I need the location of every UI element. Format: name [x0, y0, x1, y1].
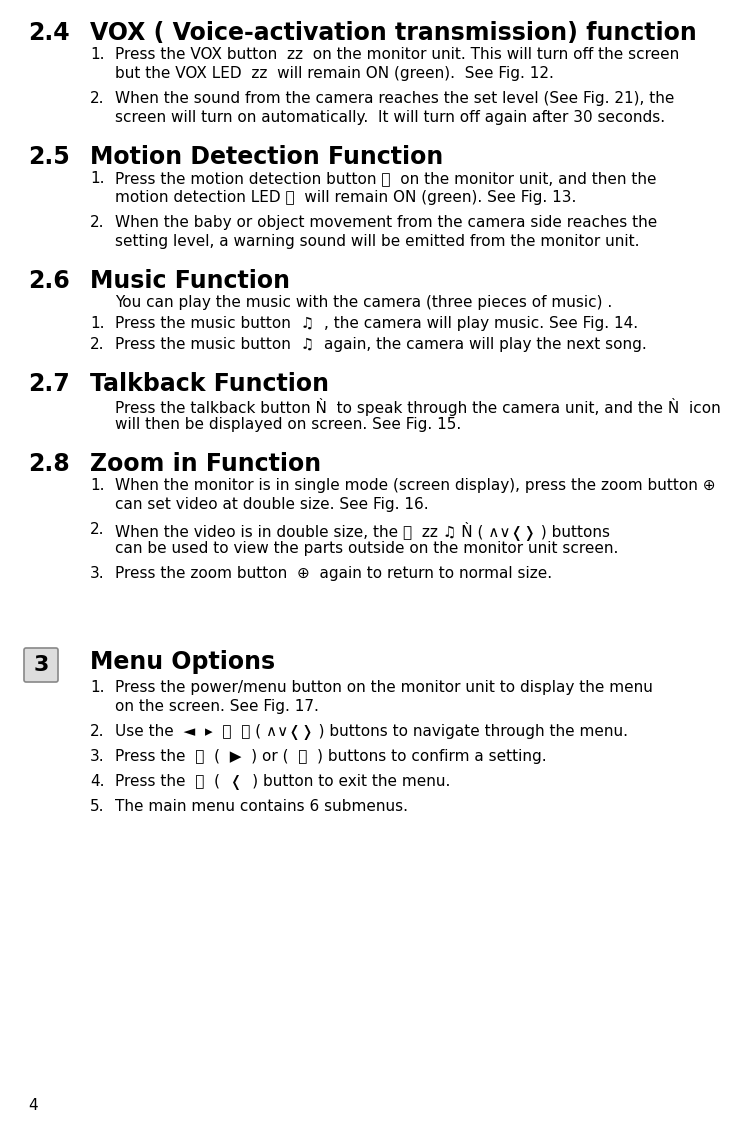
Text: can be used to view the parts outside on the monitor unit screen.: can be used to view the parts outside on… [115, 540, 618, 556]
Text: You can play the music with the camera (three pieces of music) .: You can play the music with the camera (… [115, 295, 612, 310]
Text: 3.: 3. [90, 749, 104, 764]
Text: 4: 4 [28, 1098, 38, 1113]
Text: 2.: 2. [90, 724, 104, 739]
Text: Press the  Ⓞ  (  ▶  ) or (  ⎙  ) buttons to confirm a setting.: Press the Ⓞ ( ▶ ) or ( ⎙ ) buttons to co… [115, 749, 547, 764]
Text: setting level, a warning sound will be emitted from the monitor unit.: setting level, a warning sound will be e… [115, 235, 639, 249]
Text: 2.4: 2.4 [28, 22, 69, 45]
Text: 2.: 2. [90, 91, 104, 107]
Text: 5.: 5. [90, 799, 104, 813]
Text: motion detection LED Ⓞ  will remain ON (green). See Fig. 13.: motion detection LED Ⓞ will remain ON (g… [115, 190, 577, 205]
Text: 3: 3 [34, 655, 48, 675]
Text: 2.6: 2.6 [28, 269, 70, 293]
Text: 2.5: 2.5 [28, 145, 70, 169]
Text: When the sound from the camera reaches the set level (See Fig. 21), the: When the sound from the camera reaches t… [115, 91, 674, 107]
Text: 4.: 4. [90, 774, 104, 789]
Text: When the monitor is in single mode (screen display), press the zoom button ⊕: When the monitor is in single mode (scre… [115, 478, 715, 493]
Text: 3.: 3. [90, 566, 104, 581]
Text: When the video is in double size, the Ⓞ  zz ♫ Ǹ ( ∧∨❬❭ ) buttons: When the video is in double size, the Ⓞ … [115, 522, 610, 540]
Text: 1.: 1. [90, 46, 104, 62]
Text: Talkback Function: Talkback Function [90, 372, 329, 397]
Text: but the VOX LED  zz  will remain ON (green).  See Fig. 12.: but the VOX LED zz will remain ON (green… [115, 66, 554, 80]
Text: VOX ( Voice-activation transmission) function: VOX ( Voice-activation transmission) fun… [90, 22, 697, 45]
FancyBboxPatch shape [24, 648, 58, 682]
Text: The main menu contains 6 submenus.: The main menu contains 6 submenus. [115, 799, 408, 813]
Text: 1.: 1. [90, 316, 104, 331]
Text: Press the music button  ♫  , the camera will play music. See Fig. 14.: Press the music button ♫ , the camera wi… [115, 316, 638, 331]
Text: 2.7: 2.7 [28, 372, 70, 397]
Text: 2.8: 2.8 [28, 452, 70, 476]
Text: Press the talkback button Ǹ  to speak through the camera unit, and the Ǹ  icon: Press the talkback button Ǹ to speak thr… [115, 398, 720, 416]
Text: on the screen. See Fig. 17.: on the screen. See Fig. 17. [115, 699, 319, 714]
Text: Press the zoom button  ⊕  again to return to normal size.: Press the zoom button ⊕ again to return … [115, 566, 552, 581]
Text: When the baby or object movement from the camera side reaches the: When the baby or object movement from th… [115, 215, 657, 230]
Text: Menu Options: Menu Options [90, 650, 275, 674]
Text: Motion Detection Function: Motion Detection Function [90, 145, 443, 169]
Text: 1.: 1. [90, 171, 104, 186]
Text: Zoom in Function: Zoom in Function [90, 452, 321, 476]
Text: Press the music button  ♫  again, the camera will play the next song.: Press the music button ♫ again, the came… [115, 337, 647, 352]
Text: Press the VOX button  zz  on the monitor unit. This will turn off the screen: Press the VOX button zz on the monitor u… [115, 46, 679, 62]
Text: Press the power/menu button on the monitor unit to display the menu: Press the power/menu button on the monit… [115, 680, 653, 695]
Text: Press the  ⌖  (  ❬  ) button to exit the menu.: Press the ⌖ ( ❬ ) button to exit the men… [115, 774, 451, 790]
Text: 1.: 1. [90, 680, 104, 695]
Text: screen will turn on automatically.  It will turn off again after 30 seconds.: screen will turn on automatically. It wi… [115, 110, 665, 125]
Text: 2.: 2. [90, 215, 104, 230]
Text: can set video at double size. See Fig. 16.: can set video at double size. See Fig. 1… [115, 497, 428, 512]
Text: will then be displayed on screen. See Fig. 15.: will then be displayed on screen. See Fi… [115, 417, 461, 432]
Text: Press the motion detection button Ⓞ  on the monitor unit, and then the: Press the motion detection button Ⓞ on t… [115, 171, 656, 186]
Text: Use the  ◄  ▸  ⌖  Ⓞ ( ∧∨❬❭ ) buttons to navigate through the menu.: Use the ◄ ▸ ⌖ Ⓞ ( ∧∨❬❭ ) buttons to navi… [115, 724, 628, 740]
Text: 2.: 2. [90, 522, 104, 537]
Text: Music Function: Music Function [90, 269, 290, 293]
Text: 1.: 1. [90, 478, 104, 493]
Text: 2.: 2. [90, 337, 104, 352]
